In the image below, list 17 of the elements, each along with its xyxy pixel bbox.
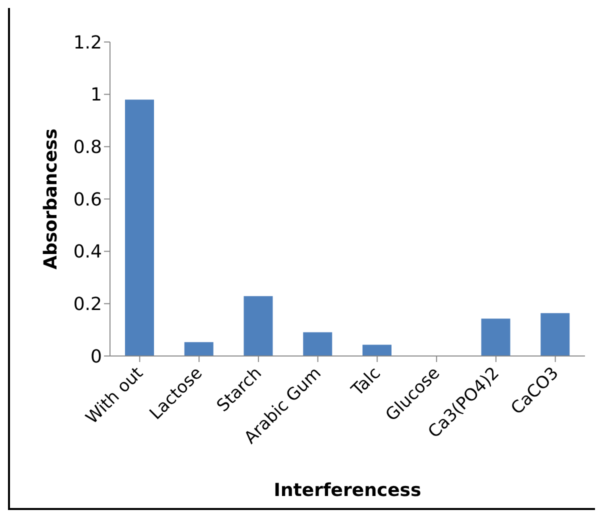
y-tick-label: 1.2 <box>73 32 102 54</box>
bar <box>184 342 214 356</box>
x-tick-label: Talc <box>347 363 385 401</box>
y-tick-label: 1 <box>90 84 102 106</box>
y-tick-label: 0.8 <box>73 137 102 158</box>
y-tick-label: 0.4 <box>73 242 102 263</box>
y-tick-label: 0.2 <box>73 294 102 316</box>
bar <box>481 318 510 356</box>
bar <box>362 344 392 356</box>
y-tick-label: 0.6 <box>73 189 102 210</box>
bar <box>244 296 273 356</box>
bar <box>125 100 154 356</box>
bar <box>540 313 570 356</box>
y-tick-label: 0 <box>90 346 102 368</box>
y-axis-title: Absorbancess <box>40 128 62 270</box>
bar <box>303 332 332 356</box>
x-axis-title: Interferencess <box>274 480 422 501</box>
